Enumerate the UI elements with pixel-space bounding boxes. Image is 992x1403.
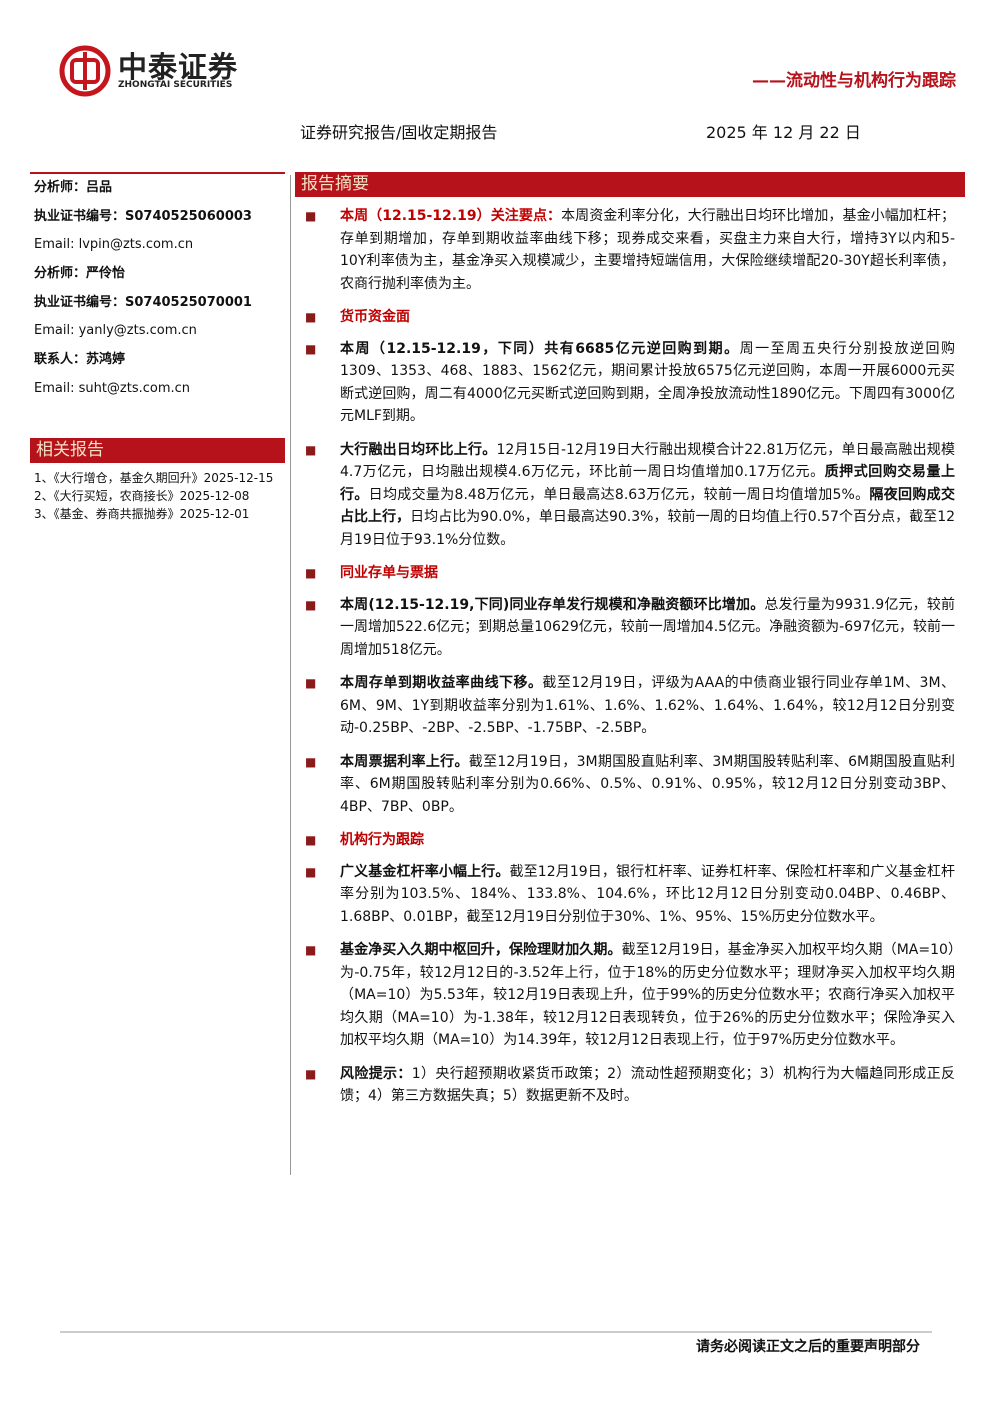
analyst-line: Email: lvpin@zts.com.cn [34, 237, 194, 253]
paragraph: ■ 广义基金杠杆率小幅上行。截至12月19日，银行杠杆率、证券杠杆率、保险杠杆率和… [305, 861, 955, 929]
bullet: ■ [305, 676, 317, 690]
text: 12月15日-12月19日大行融出规模合计22.81万亿元，单日最高融出规模4.… [340, 441, 956, 481]
related-list: 1、《大行增仓，基金久期回升》2025-12-15 2、《大行买短，农商接长》20… [30, 463, 285, 529]
logo-text: 中泰证券 [118, 50, 239, 84]
paragraph: ■ 本周（12.15-12.19，下同）共有6685亿元逆回购到期。周一至周五央行… [305, 338, 955, 428]
subheading-text: 机构行为跟踪 [340, 832, 424, 848]
logo-subtext: ZHONGTAI SECURITIES [118, 80, 233, 90]
logo-icon [59, 45, 111, 97]
emphasis: 大行融出日均环比上行。 [340, 441, 497, 458]
summary: 报告摘要 ■ 本周（12.15-12.19）关注要点：本周资金利率分化，大行融出日… [295, 172, 965, 1119]
bullet: ■ [305, 310, 317, 324]
report-date: 2025 年 12 月 22 日 [706, 123, 861, 142]
subheading: ■ 同业存单与票据 [305, 562, 955, 585]
analyst-list: 分析师：吕品执业证书编号：S0740525060003 Email: lvpin@… [30, 174, 285, 404]
analyst-line: 执业证书编号：S0740525070001 [34, 294, 252, 310]
bullet: ■ [305, 754, 317, 769]
analyst-line: 分析师：吕品 [34, 180, 113, 195]
text: 截至12月19日，基金净买入加权平均久期（MA=10）为-0.75年，较12月1… [340, 942, 955, 1048]
footer-line [60, 1331, 932, 1333]
emphasis: 风险提示： [340, 1065, 412, 1082]
bullet: ■ [305, 209, 317, 223]
emphasis: 隔夜回购成交占比上行， [340, 486, 956, 526]
analyst-line: Email: suht@zts.com.cn [34, 380, 191, 396]
section-title: 报告摘要 [295, 172, 965, 197]
related-item: 1、《大行增仓，基金久期回升》2025-12-15 [34, 470, 274, 485]
paragraph: ■ 基金净买入久期中枢回升，保险理财加久期。截至12月19日，基金净买入加权平均久… [305, 939, 955, 1052]
text: 日均占比为90.0%，单日最高达90.3%，较前一周的日均值上行0.57个百分点… [340, 509, 956, 548]
emphasis: 本周（12.15-12.19）关注要点： [340, 208, 562, 224]
text: 截至12月19日，银行杠杆率、证券杠杆率、保险杠杆率和广义基金杠杆率分别为103… [340, 863, 955, 925]
related-item: 2、《大行买短，农商接长》2025-12-08 [34, 488, 250, 503]
bullet: ■ [305, 833, 317, 847]
paragraph: ■ 风险提示：1）央行超预期收紧货币政策；2）流动性超预期变化；3）机构行为大幅趋… [305, 1063, 955, 1108]
bullet: ■ [305, 943, 317, 957]
disclaimer: 请务必阅读正文之后的重要声明部分 [696, 1339, 920, 1355]
bullet: ■ [305, 597, 317, 612]
paragraph: ■ 本周（12.15-12.19）关注要点：本周资金利率分化，大行融出日均环比增加… [305, 205, 955, 295]
bullet: ■ [305, 566, 317, 580]
divider [290, 175, 291, 1175]
bullet: ■ [305, 442, 317, 457]
emphasis: 本周（12.15-12.19，下同）共有6685亿元逆回购到期。 [340, 340, 740, 357]
emphasis: 本周(12.15-12.19,下同)同业存单发行规模和净融资额环比增加。 [340, 596, 765, 613]
subheading: ■ 货币资金面 [305, 306, 955, 329]
analyst-line: 联系人：苏鸿婷 [34, 352, 126, 368]
text: 截至12月19日，评级为AAA的中债商业银行同业存单1M、3M、6M、9M、1Y… [340, 675, 955, 736]
text: 总发行量为9931.9亿元，较前一周增加522.6亿元；到期总量10629亿元，… [340, 596, 955, 658]
subheading-text: 同业存单与票据 [340, 565, 438, 581]
paragraph: ■ 本周票据利率上行。截至12月19日，3M期国股直贴利率、3M期国股转贴利率、6… [305, 751, 955, 819]
emphasis: 广义基金杠杆率小幅上行。 [340, 863, 510, 880]
text: 日均成交量为8.48万亿元，单日最高达8.63万亿元，较前一周日均值增加5%。 [368, 486, 870, 503]
text: 截至12月19日，3M期国股直贴利率、3M期国股转贴利率、6M期国股直贴利率、6… [340, 753, 955, 815]
bullet: ■ [305, 1066, 317, 1081]
paragraph: ■ 本周存单到期收益率曲线下移。截至12月19日，评级为AAA的中债商业银行同业存… [305, 672, 955, 740]
report-type: 证券研究报告/固收定期报告 [300, 123, 498, 142]
subheading: ■ 机构行为跟踪 [305, 829, 955, 852]
paragraph: ■ 本周(12.15-12.19,下同)同业存单发行规模和净融资额环比增加。总发行… [305, 594, 955, 662]
related-title: 相关报告 [30, 437, 285, 463]
analyst-line: 分析师：严伶怡 [34, 266, 126, 282]
bullet: ■ [305, 864, 317, 879]
analyst-line: Email: yanly@zts.com.cn [34, 323, 197, 339]
text: 本周资金利率分化，大行融出日均环比增加，基金小幅加杠杆；存单到期增加，存单到期收… [340, 208, 955, 292]
bullet: ■ [305, 341, 317, 356]
report-series: ——流动性与机构行为跟踪 [752, 71, 956, 91]
summary-items: ■ 本周（12.15-12.19）关注要点：本周资金利率分化，大行融出日均环比增加… [295, 197, 965, 1108]
paragraph: ■ 大行融出日均环比上行。12月15日-12月19日大行融出规模合计22.81万亿… [305, 439, 955, 552]
emphasis: 本周存单到期收益率曲线下移。 [340, 675, 543, 691]
emphasis: 基金净买入久期中枢回升，保险理财加久期。 [340, 942, 622, 958]
text: 1）央行超预期收紧货币政策；2）流动性超预期变化；3）机构行为大幅趋同形成正反馈… [340, 1065, 955, 1105]
emphasis: 质押式回购交易量上行。 [340, 464, 956, 503]
text: 周一至周五央行分别投放逆回购1309、1353、468、1883、1562亿元，… [340, 340, 956, 425]
related-item: 3、《基金、券商共振抛券》2025-12-01 [34, 506, 250, 521]
analyst-line: 执业证书编号：S0740525060003 [34, 208, 252, 224]
sidebar: 分析师：吕品执业证书编号：S0740525060003 Email: lvpin@… [30, 172, 285, 529]
subheading-text: 货币资金面 [340, 309, 410, 325]
emphasis: 本周票据利率上行。 [340, 753, 469, 770]
